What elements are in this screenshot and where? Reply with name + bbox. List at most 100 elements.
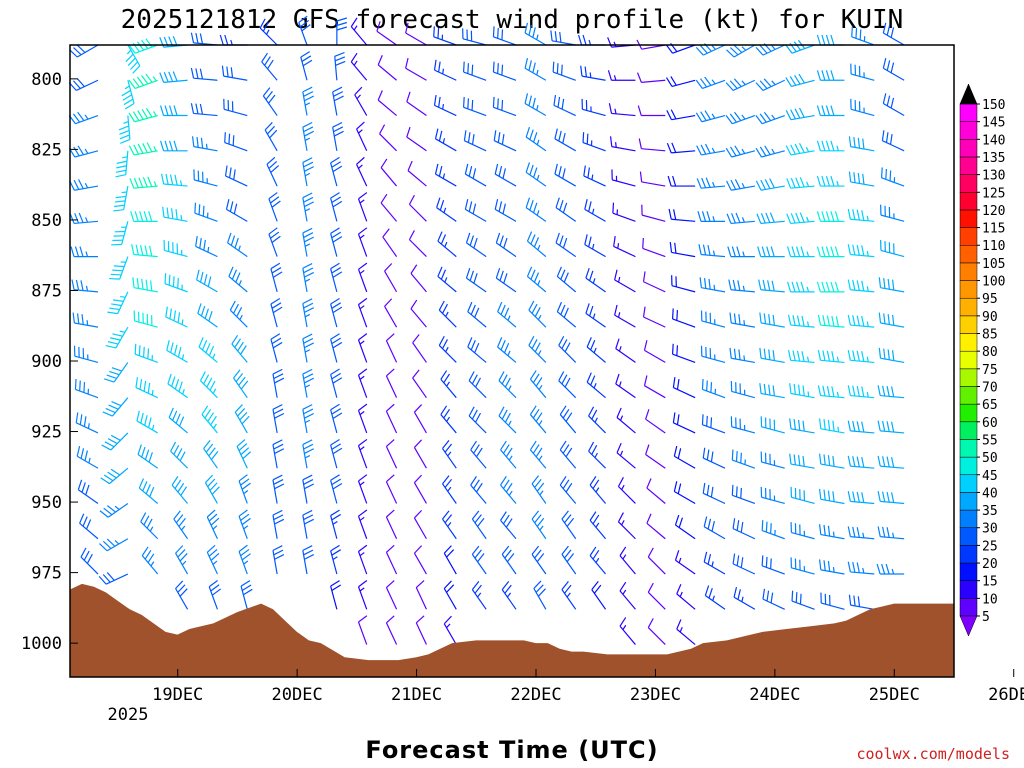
- barb-full-tick: [785, 44, 793, 54]
- barb-full-tick: [534, 549, 542, 559]
- barb-full-tick: [619, 581, 627, 592]
- wind-barb: [847, 491, 875, 505]
- barb-full-tick: [799, 177, 805, 188]
- barb-full-tick: [493, 130, 497, 141]
- wind-barb: [525, 126, 547, 152]
- barb-full-tick: [443, 373, 450, 384]
- barb-full-tick: [203, 274, 208, 285]
- wind-barb: [760, 416, 785, 434]
- colorbar-label: 30: [982, 522, 998, 537]
- colorbar-segment: [959, 121, 978, 140]
- barb-full-tick: [856, 209, 860, 221]
- barb-full-tick: [386, 439, 395, 447]
- barb-full-tick: [880, 167, 883, 178]
- barb-full-tick: [105, 407, 116, 414]
- barb-full-tick: [83, 416, 87, 427]
- barb-full-tick: [304, 271, 314, 278]
- barb-full-tick: [149, 245, 153, 257]
- barb-full-tick: [380, 193, 388, 204]
- barb-full-tick: [175, 514, 184, 524]
- wind-barb: [561, 545, 577, 575]
- barb-half-tick: [619, 450, 624, 456]
- wind-barb: [666, 109, 696, 121]
- barb-full-tick: [332, 447, 343, 455]
- barb-full-tick: [302, 263, 313, 269]
- barb-half-tick: [213, 423, 217, 429]
- barb-half-tick: [836, 180, 840, 187]
- barb-full-tick: [885, 168, 888, 180]
- barb-full-tick: [164, 140, 169, 151]
- wind-barb: [175, 580, 189, 610]
- barb-full-tick: [492, 61, 495, 73]
- wind-barb: [73, 345, 99, 363]
- barb-half-tick: [619, 415, 624, 421]
- barb-full-tick: [821, 281, 826, 293]
- barb-half-tick: [359, 411, 365, 416]
- colorbar: 5101520253035404550556065707580859095100…: [959, 83, 1005, 637]
- wind-barb: [302, 227, 314, 257]
- barb-half-tick: [537, 244, 541, 251]
- barb-full-tick: [785, 110, 792, 120]
- wind-barb: [330, 227, 343, 257]
- barb-half-tick: [446, 381, 451, 387]
- colorbar-segment: [959, 456, 978, 476]
- barb-full-tick: [559, 476, 567, 486]
- barb-full-tick: [822, 350, 826, 361]
- wind-barb: [529, 405, 547, 434]
- wind-barb: [71, 279, 99, 293]
- barb-full-tick: [259, 18, 266, 29]
- barb-full-tick: [827, 490, 831, 501]
- barb-half-tick: [359, 481, 365, 486]
- barb-half-tick: [536, 34, 539, 40]
- barb-full-tick: [73, 47, 82, 56]
- barb-full-tick: [471, 510, 480, 520]
- barb-full-tick: [81, 314, 84, 325]
- barb-full-tick: [561, 64, 563, 76]
- barb-full-tick: [857, 596, 861, 607]
- barb-full-tick: [272, 509, 283, 516]
- barb-full-tick: [114, 204, 125, 208]
- barb-full-tick: [333, 91, 344, 97]
- barb-half-tick: [124, 85, 130, 90]
- barb-full-tick: [210, 517, 220, 526]
- wind-barb: [695, 76, 726, 90]
- barb-half-tick: [508, 420, 512, 426]
- barb-full-tick: [177, 346, 182, 358]
- wind-barb: [785, 73, 815, 88]
- barb-shaft: [385, 446, 398, 469]
- barb-full-tick: [646, 478, 652, 489]
- barb-full-tick: [270, 297, 281, 305]
- barb-full-tick: [177, 312, 181, 323]
- barb-half-tick: [149, 526, 154, 532]
- barb-full-tick: [733, 348, 737, 360]
- x-axis: 19DEC20DEC21DEC22DEC23DEC24DEC25DEC26DEC: [152, 669, 1024, 705]
- colorbar-label: 130: [982, 169, 1005, 184]
- barb-half-tick: [617, 312, 621, 318]
- barb-full-tick: [210, 584, 220, 592]
- barb-full-tick: [705, 177, 711, 188]
- wind-barb: [440, 405, 457, 434]
- barb-full-tick: [614, 269, 618, 281]
- wind-barb: [672, 377, 696, 399]
- barb-full-tick: [533, 237, 540, 248]
- wind-barb: [227, 232, 248, 258]
- barb-full-tick: [102, 574, 111, 583]
- wind-barb: [238, 544, 251, 575]
- barb-half-tick: [123, 120, 129, 125]
- barb-full-tick: [196, 136, 199, 148]
- barb-full-tick: [740, 487, 742, 499]
- colorbar-label: 135: [982, 151, 1005, 166]
- wind-barb: [103, 362, 129, 383]
- barb-half-tick: [538, 420, 543, 426]
- barb-full-tick: [554, 31, 558, 42]
- colorbar-segment: [959, 598, 978, 617]
- barb-full-tick: [524, 22, 529, 34]
- barb-full-tick: [678, 517, 684, 528]
- barb-full-tick: [330, 368, 340, 376]
- barb-full-tick: [273, 514, 284, 521]
- barb-full-tick: [790, 144, 796, 155]
- wind-barb: [676, 619, 696, 646]
- barb-full-tick: [755, 82, 764, 91]
- barb-full-tick: [207, 412, 215, 422]
- barb-full-tick: [734, 179, 741, 189]
